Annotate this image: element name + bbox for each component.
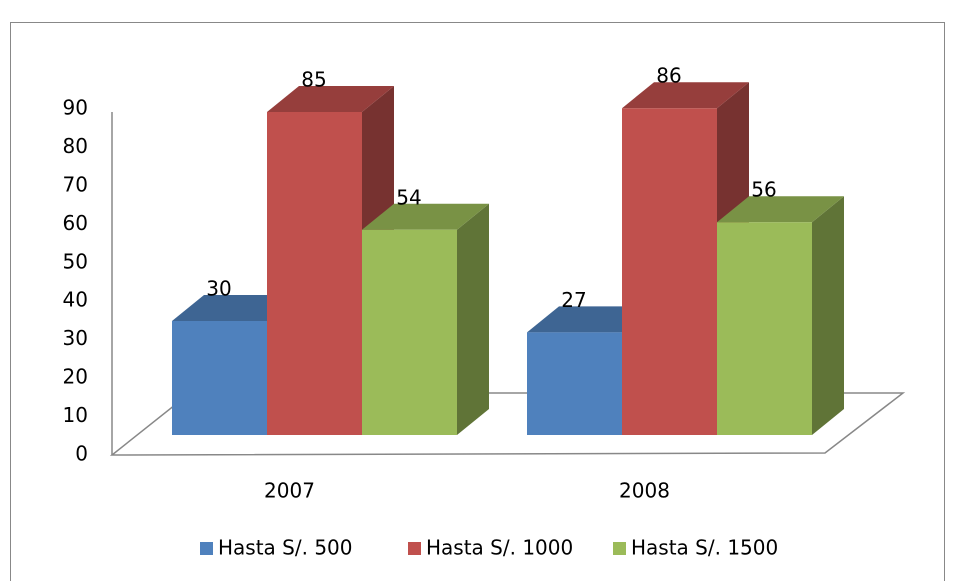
data-label: 27 <box>561 288 586 312</box>
data-label: 56 <box>751 178 776 202</box>
legend-label: Hasta S/. 1500 <box>631 536 778 560</box>
y-tick-label: 30 <box>63 326 88 350</box>
legend-swatch <box>408 542 421 555</box>
legend-swatch <box>613 542 626 555</box>
bar-front <box>622 108 717 435</box>
bar <box>362 203 489 435</box>
y-tick-label: 40 <box>63 288 88 312</box>
y-tick-label: 60 <box>63 211 88 235</box>
bar-top <box>622 82 749 109</box>
data-label: 54 <box>396 185 421 209</box>
y-tick-label: 50 <box>63 249 88 273</box>
bar-front <box>717 222 812 435</box>
y-tick-label: 20 <box>63 365 88 389</box>
x-tick-label: 2007 <box>264 479 315 503</box>
bar-side <box>457 203 489 435</box>
data-label: 85 <box>301 68 326 92</box>
bar-side <box>812 196 844 435</box>
chart-border <box>10 22 945 585</box>
floor <box>109 392 906 456</box>
bar-front <box>362 229 457 435</box>
bar <box>717 196 844 435</box>
data-label: 86 <box>656 64 681 88</box>
bar-top <box>717 196 844 223</box>
y-tick-label: 80 <box>63 134 88 158</box>
bar-top <box>267 86 394 112</box>
bar-top <box>362 203 489 230</box>
x-tick-label: 2008 <box>619 479 670 503</box>
legend-swatch <box>200 542 213 555</box>
bar <box>267 86 394 435</box>
legend-label: Hasta S/. 1000 <box>426 536 573 560</box>
bar-front <box>172 321 267 435</box>
bar-front <box>527 332 622 435</box>
y-tick-label: 90 <box>63 96 88 120</box>
data-label: 30 <box>206 277 231 301</box>
y-tick-label: 70 <box>63 172 88 196</box>
y-tick-label: 0 <box>75 442 88 466</box>
legend-label: Hasta S/. 500 <box>218 536 353 560</box>
y-tick-label: 10 <box>63 403 88 427</box>
bar-front <box>267 112 362 435</box>
